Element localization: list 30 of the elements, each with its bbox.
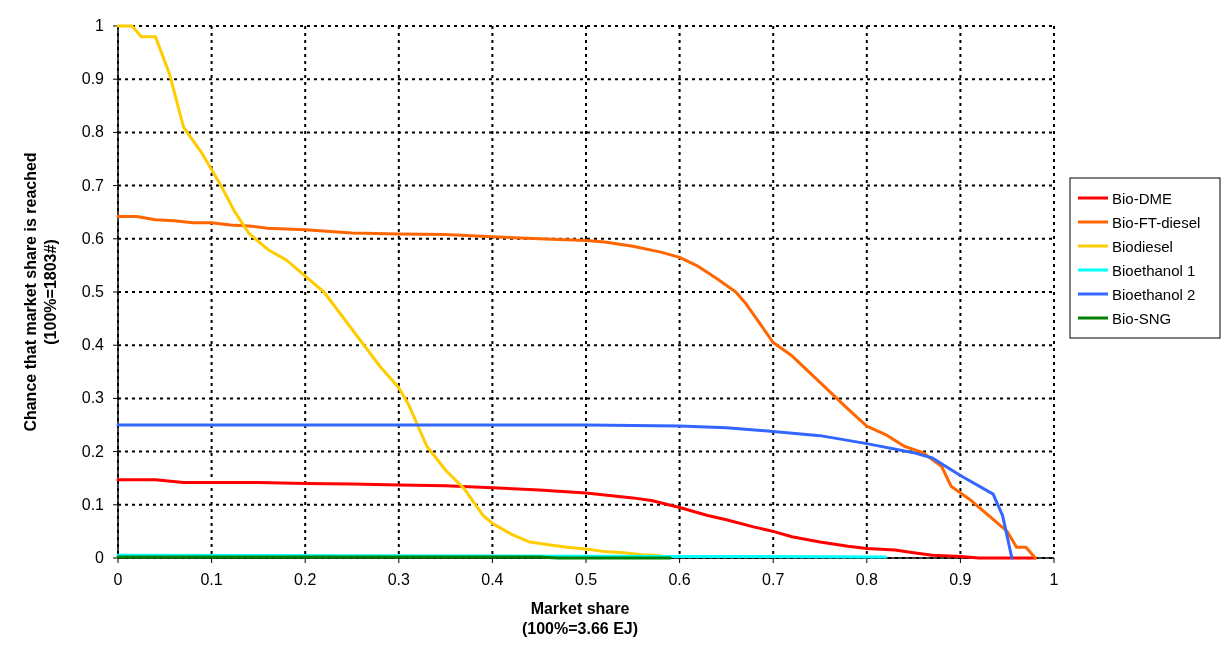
- x-tick-label: 0.9: [949, 571, 972, 588]
- x-tick-label: 0: [113, 571, 123, 588]
- x-tick-label: 0.5: [574, 571, 598, 588]
- x-axis-title: Market share (100%=3.66 EJ): [521, 600, 639, 637]
- y-tick-label: 0.2: [81, 442, 105, 460]
- x-tick-label: 0.8: [855, 571, 879, 588]
- legend-label: Bio-DME: [1112, 190, 1173, 207]
- x-tick-label: 0.4: [481, 571, 504, 588]
- y-tick-label: 0.3: [81, 389, 105, 407]
- x-tick-label: 0.7: [762, 571, 785, 588]
- y-tick-label: 0.4: [81, 336, 105, 354]
- y-tick-label: 0.6: [81, 229, 105, 247]
- legend-label: Bioethanol 2: [1112, 286, 1196, 303]
- x-tick-label: 0.1: [200, 571, 223, 588]
- x-tick-label: 0.6: [668, 571, 691, 588]
- y-tick-label: 0.9: [81, 70, 105, 88]
- legend-label: Bio-FT-diesel: [1112, 214, 1201, 231]
- y-tick-label: 0.5: [81, 283, 105, 300]
- y-tick-label: 0.1: [81, 495, 105, 513]
- y-tick-label: 0: [95, 549, 105, 566]
- y-axis-title: Chance that market share is reached (100%=1803#): [22, 152, 59, 432]
- y-tick-label: 0.8: [81, 123, 105, 141]
- x-tick-label: 1: [1049, 571, 1059, 588]
- legend-label: Biodiesel: [1112, 238, 1173, 255]
- legend-label: Bioethanol 1: [1112, 262, 1196, 279]
- y-tick-label: 1: [95, 17, 105, 34]
- x-tick-label: 0.3: [387, 571, 411, 588]
- y-tick-label: 0.7: [81, 176, 105, 194]
- x-tick-label: 0.2: [294, 571, 317, 588]
- legend-label: Bio-SNG: [1112, 310, 1172, 327]
